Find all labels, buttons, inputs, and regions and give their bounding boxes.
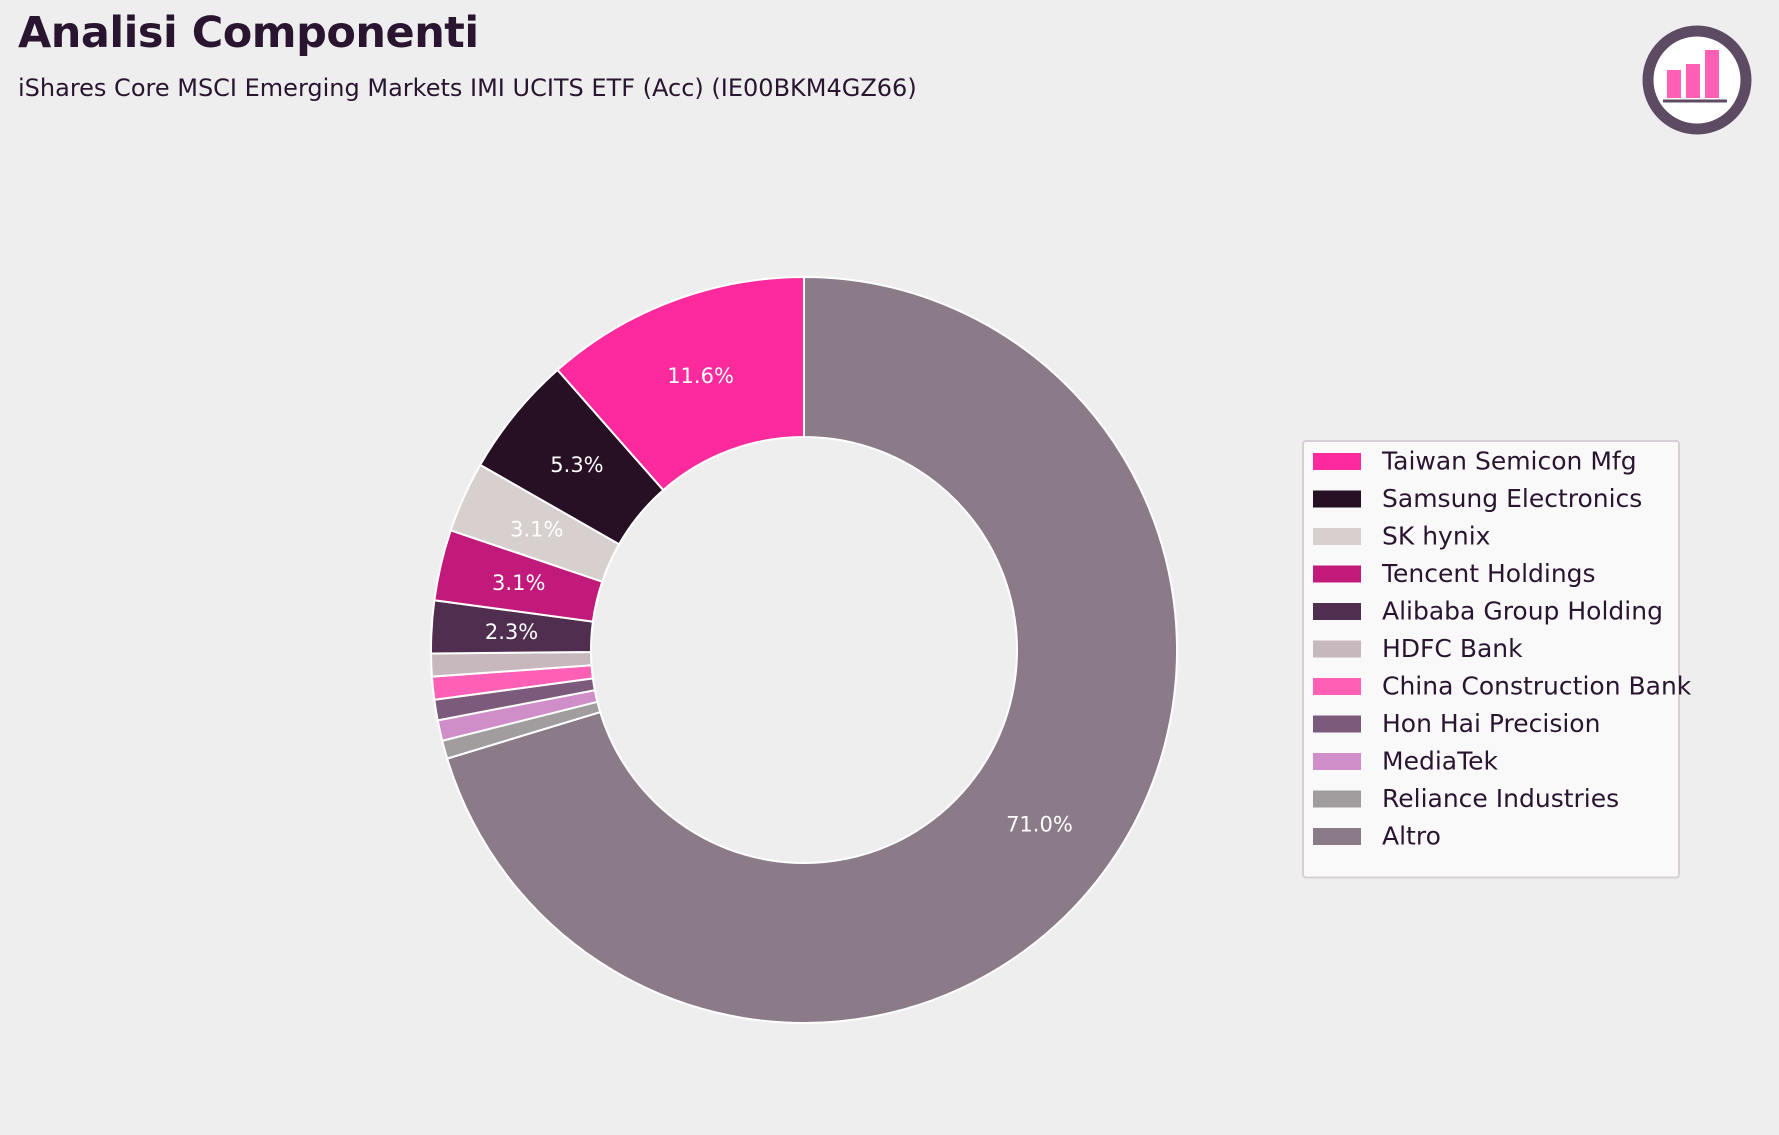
donut-slice-taiwan-semicon-mfg xyxy=(556,275,805,492)
legend-label-taiwan-semicon-mfg: Taiwan Semicon Mfg xyxy=(1381,447,1637,476)
legend-swatch-samsung-electronics xyxy=(1313,490,1361,508)
legend-swatch-mediatek xyxy=(1313,753,1361,770)
legend-swatch-china-construction-bank xyxy=(1313,678,1361,695)
slice-label-taiwan-semicon-mfg: 11.6% xyxy=(667,364,734,388)
legend-label-mediatek: MediaTek xyxy=(1382,747,1498,776)
legend-label-china-construction-bank: China Construction Bank xyxy=(1382,672,1692,701)
page-subtitle: iShares Core MSCI Emerging Markets IMI U… xyxy=(18,73,917,102)
logo-bar-3 xyxy=(1705,50,1719,98)
donut-slice-labels: 71.0% 2.3% 3.1% 3.1% 5.3% 11.6% xyxy=(485,364,1073,837)
slice-label-altro: 71.0% xyxy=(1006,812,1073,836)
legend-swatch-altro xyxy=(1313,828,1361,845)
legend-label-alibaba-group-holding: Alibaba Group Holding xyxy=(1382,597,1663,626)
legend-label-samsung-electronics: Samsung Electronics xyxy=(1382,484,1642,513)
legend-label-sk-hynix: SK hynix xyxy=(1382,522,1490,551)
legend-label-tencent-holdings: Tencent Holdings xyxy=(1381,559,1596,588)
chart-header: Analisi Componenti iShares Core MSCI Eme… xyxy=(18,8,917,102)
legend-swatch-tencent-holdings xyxy=(1313,565,1361,583)
legend-label-reliance-industries: Reliance Industries xyxy=(1382,784,1619,813)
legend-swatch-taiwan-semicon-mfg xyxy=(1313,453,1361,470)
logo-bar-2 xyxy=(1686,64,1700,98)
legend-swatch-hon-hai-precision xyxy=(1313,715,1361,733)
donut-slices xyxy=(430,275,1178,1024)
page-title: Analisi Componenti xyxy=(18,8,479,58)
slice-label-alibaba-group-holding: 2.3% xyxy=(485,620,538,644)
legend-label-hon-hai-precision: Hon Hai Precision xyxy=(1382,709,1600,738)
legend-box xyxy=(1302,440,1680,879)
legend-swatch-hdfc-bank xyxy=(1313,640,1361,658)
chart-legend: Taiwan Semicon Mfg Samsung Electronics SK … xyxy=(1302,440,1692,879)
legend-swatch-sk-hynix xyxy=(1313,528,1361,545)
logo-bar-1 xyxy=(1667,70,1681,98)
bar-chart-logo-icon xyxy=(1642,25,1752,135)
legend-swatch-reliance-industries xyxy=(1313,790,1361,808)
slice-label-tencent-holdings: 3.1% xyxy=(492,571,545,595)
legend-label-altro: Altro xyxy=(1382,822,1441,851)
donut-slice-altro xyxy=(445,275,1178,1024)
legend-swatch-alibaba-group-holding xyxy=(1313,603,1361,620)
slice-label-samsung-electronics: 5.3% xyxy=(550,453,603,477)
slice-label-sk-hynix: 3.1% xyxy=(510,518,563,542)
legend-label-hdfc-bank: HDFC Bank xyxy=(1382,634,1523,663)
